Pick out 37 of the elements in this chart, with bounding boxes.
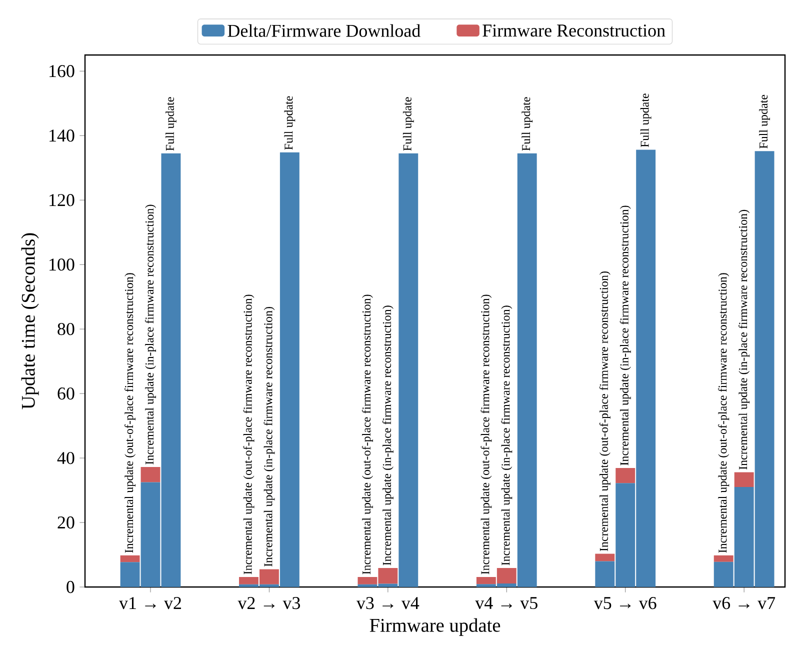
x-tick-label: v1 → v2 <box>119 597 181 610</box>
annotation: Incremental update (out-of-place firmware reconstruction) <box>718 273 730 553</box>
annotation: Full update <box>402 97 414 151</box>
annotation: Incremental update (out-of-place firmware reconstruction) <box>480 294 492 574</box>
x-tick-label: v4 → v5 <box>475 597 538 610</box>
x-tick-label: v3 → v4 <box>356 597 420 610</box>
annotation: Full update <box>640 94 652 148</box>
annotation: Incremental update (in-place firmware reconstruction) <box>264 306 275 567</box>
annotation: Full update <box>759 94 770 148</box>
y-tick-label: 0 <box>66 580 74 594</box>
annotation: Incremental update (out-of-place firmware reconstruction) <box>243 294 254 574</box>
y-tick-label: 40 <box>57 452 74 464</box>
y-tick-label: 20 <box>58 516 74 529</box>
y-tick-label: 60 <box>58 387 74 400</box>
annotation: Full update <box>522 97 533 151</box>
y-tick-label: 140 <box>50 130 74 142</box>
annotation: Incremental update (out-of-place firmware reconstruction) <box>124 273 136 553</box>
annotation: Incremental update (out-of-place firmware reconstruction) <box>599 271 610 552</box>
y-tick-label: 100 <box>50 258 74 271</box>
y-axis-title: Update time (Seconds) <box>21 233 39 410</box>
x-axis-title: Firmware update <box>370 618 500 636</box>
y-tick-label: 160 <box>50 65 74 78</box>
y-tick-label: 120 <box>50 194 74 206</box>
annotation: Incremental update (in-place firmware reconstruction) <box>738 210 750 470</box>
legend-label: Firmware Reconstruction <box>482 24 666 37</box>
annotation: Incremental update (out-of-place firmware reconstruction) <box>362 294 373 574</box>
x-tick-label: v5 → v6 <box>594 597 656 610</box>
annotation: Incremental update (in-place firmware reconstruction) <box>144 204 156 464</box>
legend-label: Delta/Firmware Download <box>228 24 420 37</box>
annotation: Incremental update (in-place firmware reconstruction) <box>501 306 512 566</box>
annotation: Incremental update (in-place firmware reconstruction) <box>382 306 394 566</box>
annotation: Full update <box>284 96 296 150</box>
annotation: Full update <box>166 97 176 151</box>
x-tick-label: v2 → v3 <box>238 597 300 610</box>
x-tick-label: v6 → v7 <box>712 597 776 610</box>
y-tick-label: 80 <box>58 322 74 336</box>
annotation: Incremental update (in-place firmware reconstruction) <box>620 206 631 466</box>
